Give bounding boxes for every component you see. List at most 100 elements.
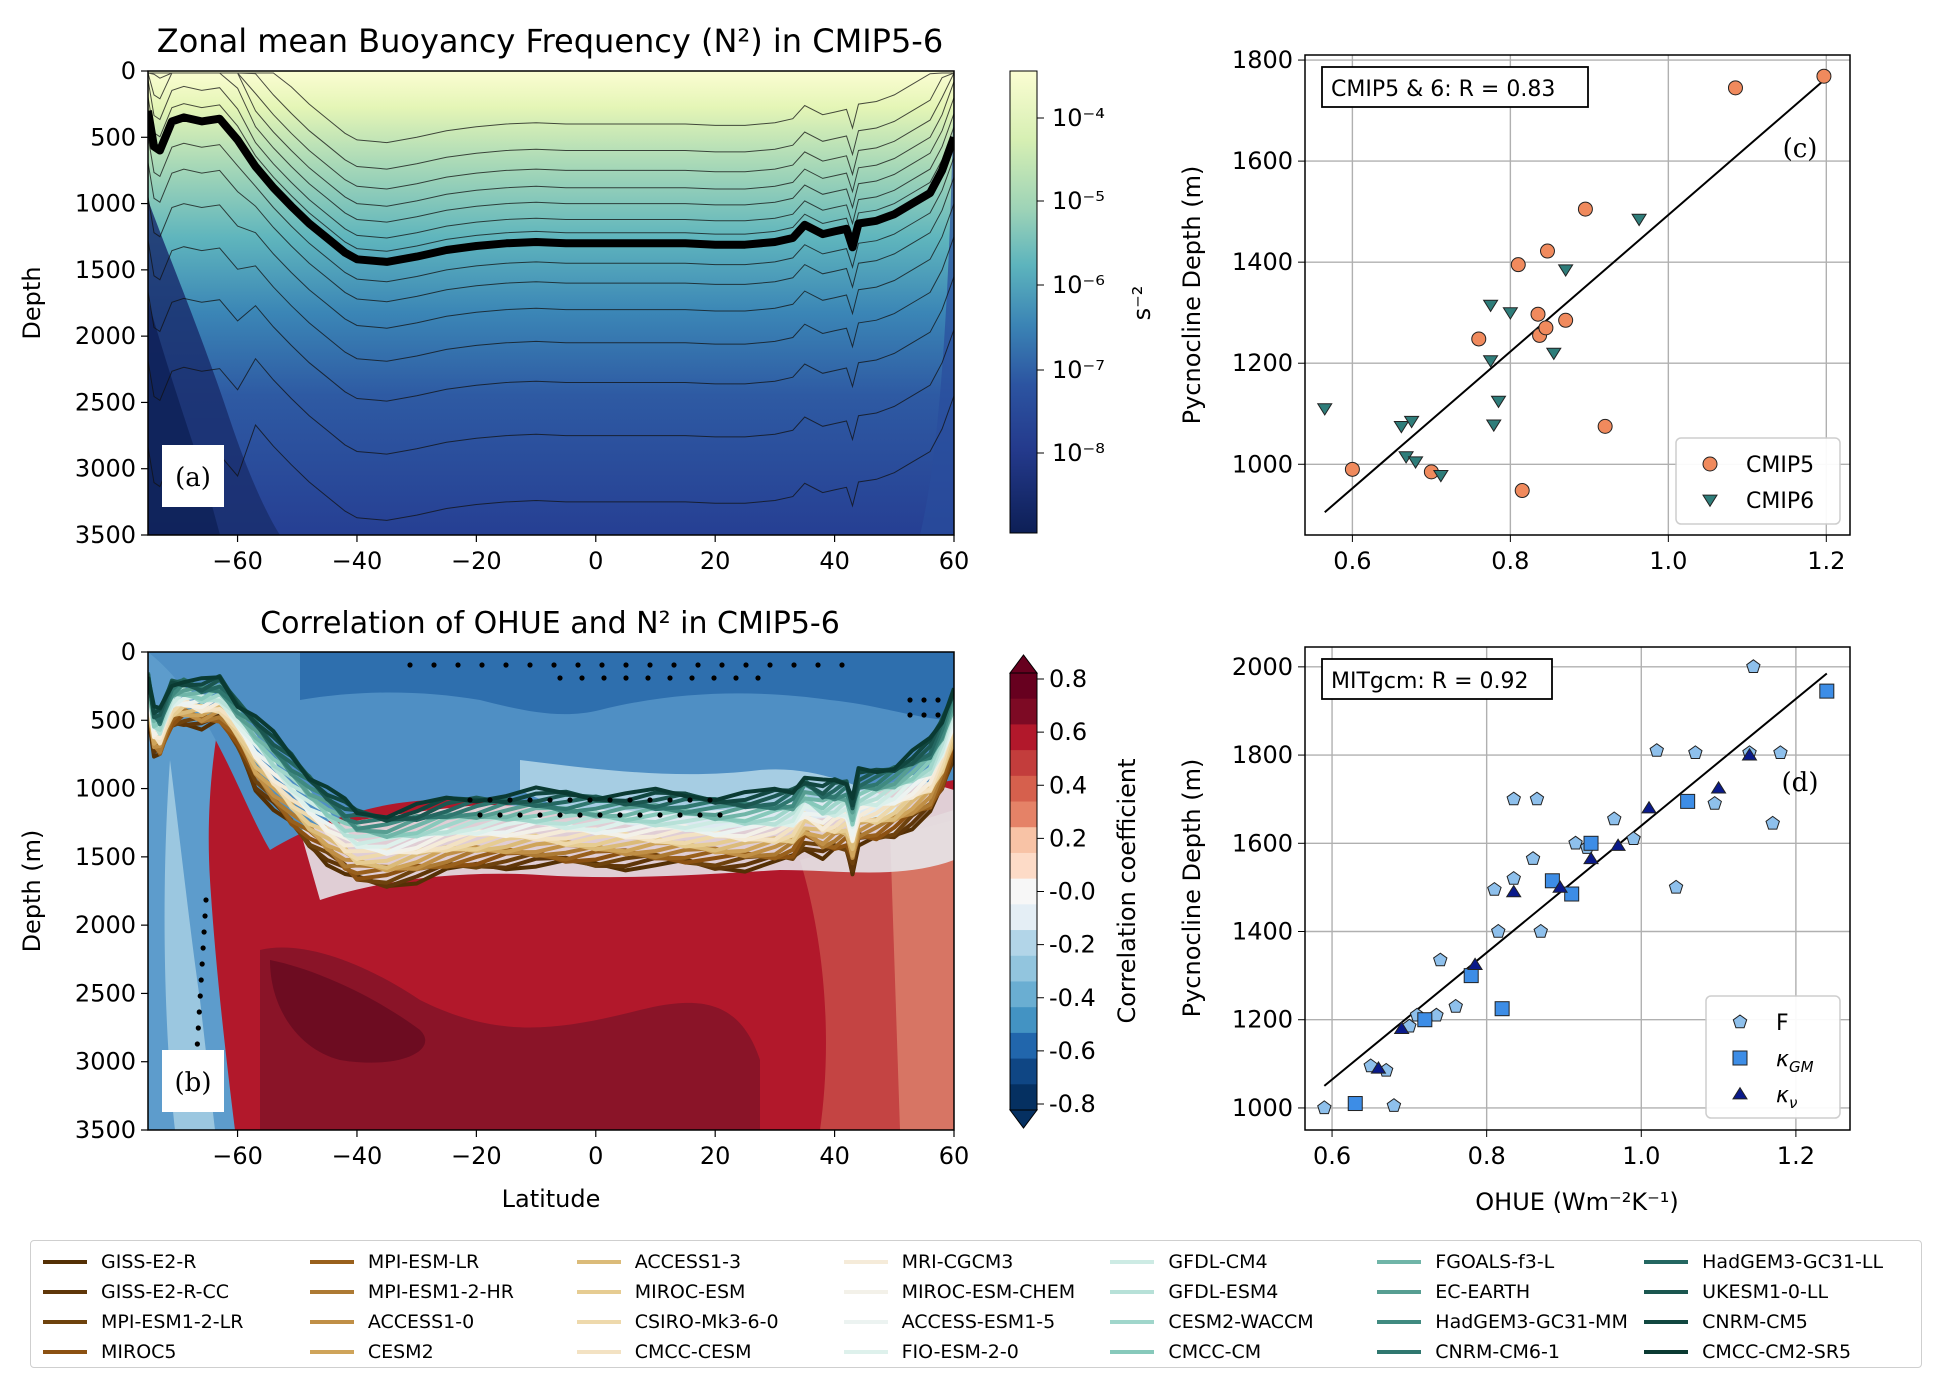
contour-line (148, 162, 954, 303)
x-tick-label: −40 (332, 1142, 383, 1170)
data-point-cmip5 (1514, 483, 1530, 499)
data-point- (1610, 838, 1626, 851)
legend-label: CESM2-WACCM (1168, 1311, 1314, 1333)
colorbar-tick-label: 0.8 (1049, 665, 1087, 693)
data-point-f (1626, 831, 1641, 845)
stipple-dot (695, 662, 701, 668)
legend-label: F (1776, 1011, 1789, 1036)
legend-frame (1675, 437, 1841, 525)
panel-a-title: Zonal mean Buoyancy Frequency (N²) in CM… (157, 22, 943, 60)
panel-c-fit-line (1324, 79, 1825, 514)
data-point-f (1506, 791, 1521, 806)
colorbar-tick-label: 0.2 (1049, 824, 1087, 852)
stipple-dot (579, 675, 585, 681)
stipple-dot (203, 897, 209, 903)
cbar-a-tick-3: 10⁻⁶ (1052, 271, 1105, 299)
stipple-dot (202, 913, 208, 919)
colorbar-tick-label: -0.0 (1049, 878, 1096, 906)
data-point-f (1707, 795, 1722, 810)
x-tick-label: 0.6 (1313, 1142, 1351, 1170)
data-point-gm (1564, 886, 1580, 902)
data-point-cmip6 (1432, 469, 1449, 483)
stipple-dot (645, 675, 651, 681)
legend-line-swatch (1377, 1350, 1422, 1354)
stipple-dot (587, 797, 593, 803)
data-point-cmip6 (1502, 307, 1519, 320)
data-point- (1741, 747, 1758, 761)
stipple-dot (627, 797, 633, 803)
data-point-gm (1583, 835, 1599, 851)
legend-line-swatch (843, 1320, 888, 1324)
legend-item-model: ACCESS-ESM1-5 (843, 1307, 1111, 1337)
stipple-dot (647, 662, 653, 668)
data-point-cmip6 (1490, 395, 1507, 409)
x-tick-label: 0.8 (1468, 1142, 1506, 1170)
legend-line-swatch (843, 1350, 888, 1354)
stipple-dot (599, 662, 605, 668)
y-tick-label: 1200 (1232, 1006, 1293, 1034)
panel-c-label: (c) (1783, 134, 1818, 164)
panel-a: Zonal mean Buoyancy Frequency (N²) in CM… (18, 22, 1156, 575)
stipple-dot (743, 662, 749, 668)
legend-item-model: CMCC-CM2-SR5 (1644, 1337, 1911, 1367)
colorbar-max-arrow (1009, 654, 1038, 674)
legend-label: FGOALS-f3-L (1435, 1251, 1555, 1273)
legend-line-swatch (43, 1260, 87, 1264)
legend-line-swatch (1377, 1320, 1422, 1324)
legend-item-model: MPI-ESM-LR (309, 1247, 577, 1277)
cbar-a-tick-1: 10⁻⁴ (1052, 104, 1105, 132)
data-point- (1710, 780, 1727, 794)
panel-d-ylabel: Pycnocline Depth (m) (1178, 759, 1206, 1018)
data-point-cmip5 (1702, 456, 1718, 472)
panel-c-points (1316, 68, 1832, 499)
stipple-dot (689, 675, 695, 681)
data-point-cmip6 (1482, 299, 1499, 313)
contour-line (148, 72, 954, 207)
y-tick-label: 1000 (75, 190, 136, 218)
data-point-cmip5 (1539, 243, 1555, 259)
legend-label: CMCC-CESM (634, 1341, 752, 1363)
x-tick-label: 0 (588, 1142, 603, 1170)
legend-item-model: MPI-ESM1-2-LR (43, 1307, 310, 1337)
data-point-f (1746, 659, 1761, 673)
stipple-dot (407, 662, 413, 668)
data-point-gm (1680, 793, 1696, 809)
colorbar-tick-label: 0.6 (1049, 718, 1087, 746)
stipple-dot (195, 1025, 201, 1031)
stipple-dot (907, 712, 913, 718)
data-point- (1552, 880, 1569, 893)
stipple-dot (647, 797, 653, 803)
x-tick-label: 60 (939, 1142, 970, 1170)
y-tick-label: 1200 (1232, 349, 1293, 377)
data-point-cmip6 (1316, 403, 1333, 416)
panel-d-points (1317, 659, 1835, 1115)
data-point-cmip6 (1485, 419, 1502, 433)
colorbar-segment (1010, 930, 1037, 957)
legend-label: CESM2 (367, 1341, 434, 1363)
panel-d-fit-line (1323, 672, 1828, 1087)
stipple-dot (201, 929, 207, 935)
stipple-dot (719, 662, 725, 668)
stipple-dot (503, 662, 509, 668)
pycnocline-line (148, 110, 954, 266)
data-point-cmip5 (1471, 331, 1487, 347)
data-point-cmip6 (1702, 494, 1718, 508)
data-point-f (1506, 870, 1521, 885)
contour-line (148, 236, 954, 362)
legend-item-model: ACCESS1-0 (309, 1307, 577, 1337)
y-tick-label: 2500 (75, 979, 136, 1007)
panel-a-colorbar-ticks: 10⁻⁴ 10⁻⁵ 10⁻⁶ 10⁻⁷ 10⁻⁸ (1037, 104, 1105, 467)
legend-label: CMCC-CM2-SR5 (1702, 1341, 1852, 1363)
stipple-dot (497, 812, 503, 818)
y-tick-label: 3500 (75, 521, 136, 549)
data-point-f (1607, 811, 1622, 826)
data-point-cmip6 (1393, 420, 1410, 434)
stipple-dot (479, 662, 485, 668)
legend-line-swatch (1110, 1260, 1155, 1264)
y-tick-label: 1400 (1232, 248, 1293, 276)
x-tick-label: 20 (700, 1142, 731, 1170)
legend-label: MRI-CGCM3 (901, 1251, 1014, 1273)
legend-line-swatch (1644, 1320, 1689, 1324)
y-tick-label: 500 (90, 123, 136, 151)
stipple-dot (755, 675, 761, 681)
